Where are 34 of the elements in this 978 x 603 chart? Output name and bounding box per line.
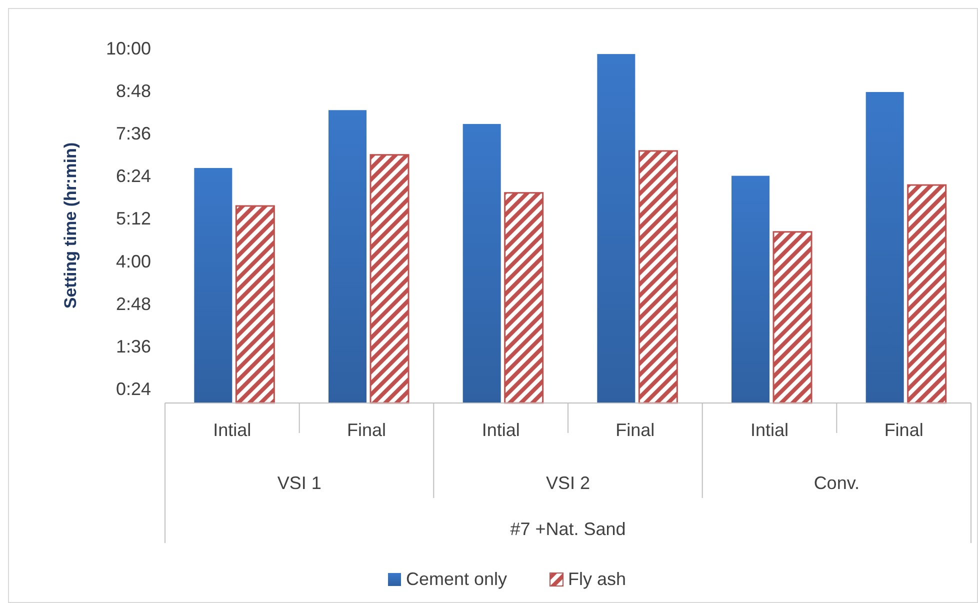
y-tick-label: 1:36	[116, 336, 151, 356]
y-tick-label: 7:36	[116, 124, 151, 144]
y-tick-label: 5:12	[116, 208, 151, 229]
y-axis-title: Setting time (hr:min)	[61, 142, 80, 309]
text: VSI 1	[277, 473, 322, 493]
bar	[328, 110, 366, 403]
bar	[597, 54, 636, 403]
y-tick-label: 10:00	[106, 38, 151, 58]
x-tick-label: Final	[616, 420, 655, 440]
bar	[235, 205, 275, 404]
bar	[772, 231, 812, 404]
text: VSI 2	[546, 473, 590, 493]
bar	[732, 176, 770, 403]
x-tick-label: Intial	[750, 420, 789, 440]
x-tick-label: Final	[346, 420, 386, 440]
bar	[462, 124, 501, 403]
bar	[194, 168, 232, 403]
bar	[638, 150, 678, 404]
y-tick-label: 2:48	[116, 294, 151, 314]
y-tick-label: 8:48	[116, 80, 151, 101]
bar	[907, 184, 947, 404]
x-axis-title: #7 +Nat. Sand	[510, 519, 626, 539]
x-tick-label: Intial	[213, 420, 252, 440]
x-tick-label: Intial	[482, 420, 520, 440]
text: Conv.	[814, 473, 860, 493]
y-tick-label: 6:24	[116, 166, 151, 186]
y-tick-label: 0:24	[116, 379, 151, 400]
x-tick-label: Final	[884, 420, 924, 440]
bar	[370, 154, 410, 404]
legend-label: Fly ash	[568, 569, 626, 589]
y-tick-label: 4:00	[116, 251, 151, 272]
bar	[504, 192, 544, 404]
legend-label: Cement only	[406, 569, 508, 589]
bar	[866, 92, 904, 403]
